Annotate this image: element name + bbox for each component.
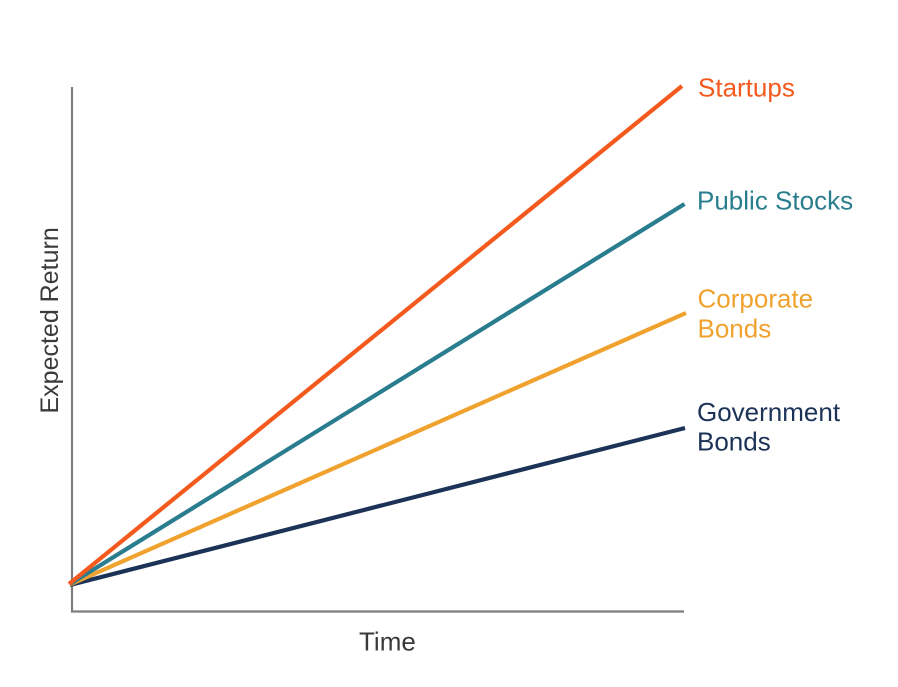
- svg-text:Bonds: Bonds: [697, 427, 771, 457]
- svg-text:Government: Government: [697, 397, 841, 427]
- svg-text:Expected Return: Expected Return: [36, 227, 64, 413]
- svg-text:Public Stocks: Public Stocks: [697, 186, 853, 216]
- svg-text:Startups: Startups: [698, 73, 795, 103]
- svg-text:Corporate: Corporate: [698, 284, 814, 314]
- svg-text:Time: Time: [359, 627, 416, 657]
- svg-text:Bonds: Bonds: [698, 314, 772, 344]
